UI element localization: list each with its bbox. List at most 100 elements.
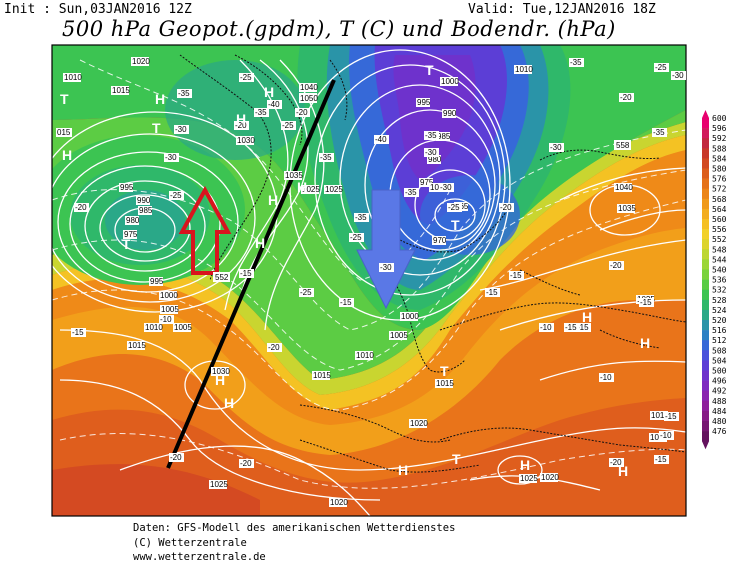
- temperature-label: -25: [169, 191, 184, 200]
- color-scale-label: 584: [712, 154, 727, 163]
- svg-text:-20: -20: [610, 261, 622, 270]
- svg-text:980: 980: [126, 216, 140, 225]
- valid-time-label: Valid: Tue,12JAN2016 18Z: [468, 2, 656, 17]
- temperature-label: -15: [576, 323, 591, 332]
- high-pressure-marker: H: [62, 147, 72, 163]
- color-scale-swatch: [702, 299, 709, 311]
- color-scale-swatch: [702, 148, 709, 159]
- temperature-label: -25: [239, 73, 254, 82]
- pressure-label: 985: [436, 132, 451, 141]
- temperature-label: -15: [509, 271, 524, 280]
- pressure-label: 1025: [301, 185, 320, 194]
- color-scale-label: 528: [712, 296, 727, 305]
- svg-text:-35: -35: [653, 128, 665, 137]
- pressure-label: 1020: [409, 419, 428, 428]
- temperature-labels: -35 -30 -25 -20 -35 -40 -25 -20 -30 -25 -15 -20 -15 -…: [71, 58, 686, 468]
- color-scale-swatch: [702, 128, 709, 139]
- svg-text:-30: -30: [380, 263, 392, 272]
- pressure-label: 1020: [540, 473, 559, 482]
- temperature-label: -30: [439, 183, 454, 192]
- color-scale-legend: 6005965925885845805765725685645605565525…: [702, 110, 727, 450]
- temperature-label: -40: [267, 100, 282, 109]
- svg-text:-25: -25: [350, 233, 362, 242]
- map-frame: [51, 44, 687, 517]
- temperature-label: -20: [609, 261, 624, 270]
- high-pressure-marker: H: [255, 235, 265, 251]
- svg-text:-25: -25: [655, 63, 667, 72]
- temperature-label: -20: [74, 203, 89, 212]
- pressure-label: 1040: [614, 183, 633, 192]
- high-pressure-marker: H: [582, 309, 592, 325]
- pressure-label: 985: [138, 206, 153, 215]
- svg-text:1025: 1025: [520, 474, 538, 483]
- low-pressure-marker: T: [122, 236, 131, 252]
- annotation-value-label: 552: [215, 273, 229, 282]
- pressure-label: 1010: [144, 323, 163, 332]
- svg-text:-35: -35: [355, 213, 367, 222]
- svg-text:-35: -35: [320, 153, 332, 162]
- color-scale-swatch: [702, 370, 709, 381]
- temperature-label: -25: [299, 288, 314, 297]
- color-scale-label: 556: [712, 225, 727, 234]
- pressure-label: 1010: [355, 351, 374, 360]
- temperature-label: -15: [339, 298, 354, 307]
- svg-text:1000: 1000: [160, 291, 178, 300]
- svg-text:1020: 1020: [410, 419, 428, 428]
- svg-text:1020: 1020: [132, 57, 150, 66]
- color-scale-swatch: [702, 390, 709, 402]
- pressure-label: 1000: [400, 312, 419, 321]
- credit-website: www.wetterzentrale.de: [133, 551, 266, 563]
- pressure-label: 995: [119, 183, 134, 192]
- color-scale-label: 548: [712, 245, 727, 254]
- isobars: [52, 49, 686, 516]
- temperature-label: -25: [654, 63, 669, 72]
- svg-text:980: 980: [428, 155, 442, 164]
- low-pressure-marker: T: [60, 91, 69, 107]
- pressure-label: 990: [442, 109, 457, 118]
- color-scale-label: 536: [712, 276, 727, 285]
- svg-text:-15: -15: [665, 412, 677, 421]
- svg-text:-25: -25: [448, 203, 460, 212]
- pressure-label: 1025: [519, 474, 538, 483]
- map-title: 500 hPa Geopot.(gpdm), T (C) und Bodendr…: [62, 17, 616, 41]
- high-pressure-marker: H: [640, 335, 650, 351]
- svg-text:975: 975: [420, 178, 434, 187]
- svg-text:1040: 1040: [615, 183, 633, 192]
- color-scale-label: 480: [712, 417, 727, 426]
- color-scale-label: 492: [712, 387, 727, 396]
- svg-text:-25: -25: [282, 121, 294, 130]
- color-scale-swatch: [702, 188, 709, 200]
- credit-copyright: (C) Wetterzentrale: [133, 537, 247, 549]
- svg-text:1015: 1015: [313, 371, 331, 380]
- pressure-label: 1030: [211, 367, 230, 376]
- pressure-label: 1020: [131, 57, 150, 66]
- color-scale-swatch: [702, 259, 709, 270]
- svg-text:-35: -35: [405, 188, 417, 197]
- color-scale-label: 540: [712, 266, 727, 275]
- temperature-label: -25: [281, 121, 296, 130]
- high-pressure-marker: H: [215, 372, 225, 388]
- high-pressure-marker: H: [264, 84, 274, 100]
- pressure-label: 1025: [324, 185, 343, 194]
- pressure-label: 980: [125, 216, 140, 225]
- color-scale-swatch: [702, 360, 709, 371]
- color-scale-label: 504: [712, 356, 727, 365]
- color-scale-label: 508: [712, 346, 727, 355]
- pressure-label: 975: [123, 230, 138, 239]
- svg-text:1040: 1040: [300, 83, 318, 92]
- svg-text:-20: -20: [75, 203, 87, 212]
- svg-text:970: 970: [433, 236, 447, 245]
- svg-text:-30: -30: [440, 183, 452, 192]
- svg-text:1050: 1050: [300, 94, 318, 103]
- color-scale-label: 564: [712, 205, 727, 214]
- pressure-label: 1015: [127, 341, 146, 350]
- svg-text:1035: 1035: [618, 204, 636, 213]
- low-pressure-marker: T: [452, 451, 461, 467]
- temperature-label: -20: [239, 459, 254, 468]
- svg-text:1005: 1005: [390, 331, 408, 340]
- svg-text:-25: -25: [300, 288, 312, 297]
- pressure-label: 1005: [160, 305, 179, 314]
- svg-text:-20: -20: [610, 458, 622, 467]
- high-pressure-marker: H: [398, 462, 408, 478]
- temperature-label: -30: [379, 263, 394, 272]
